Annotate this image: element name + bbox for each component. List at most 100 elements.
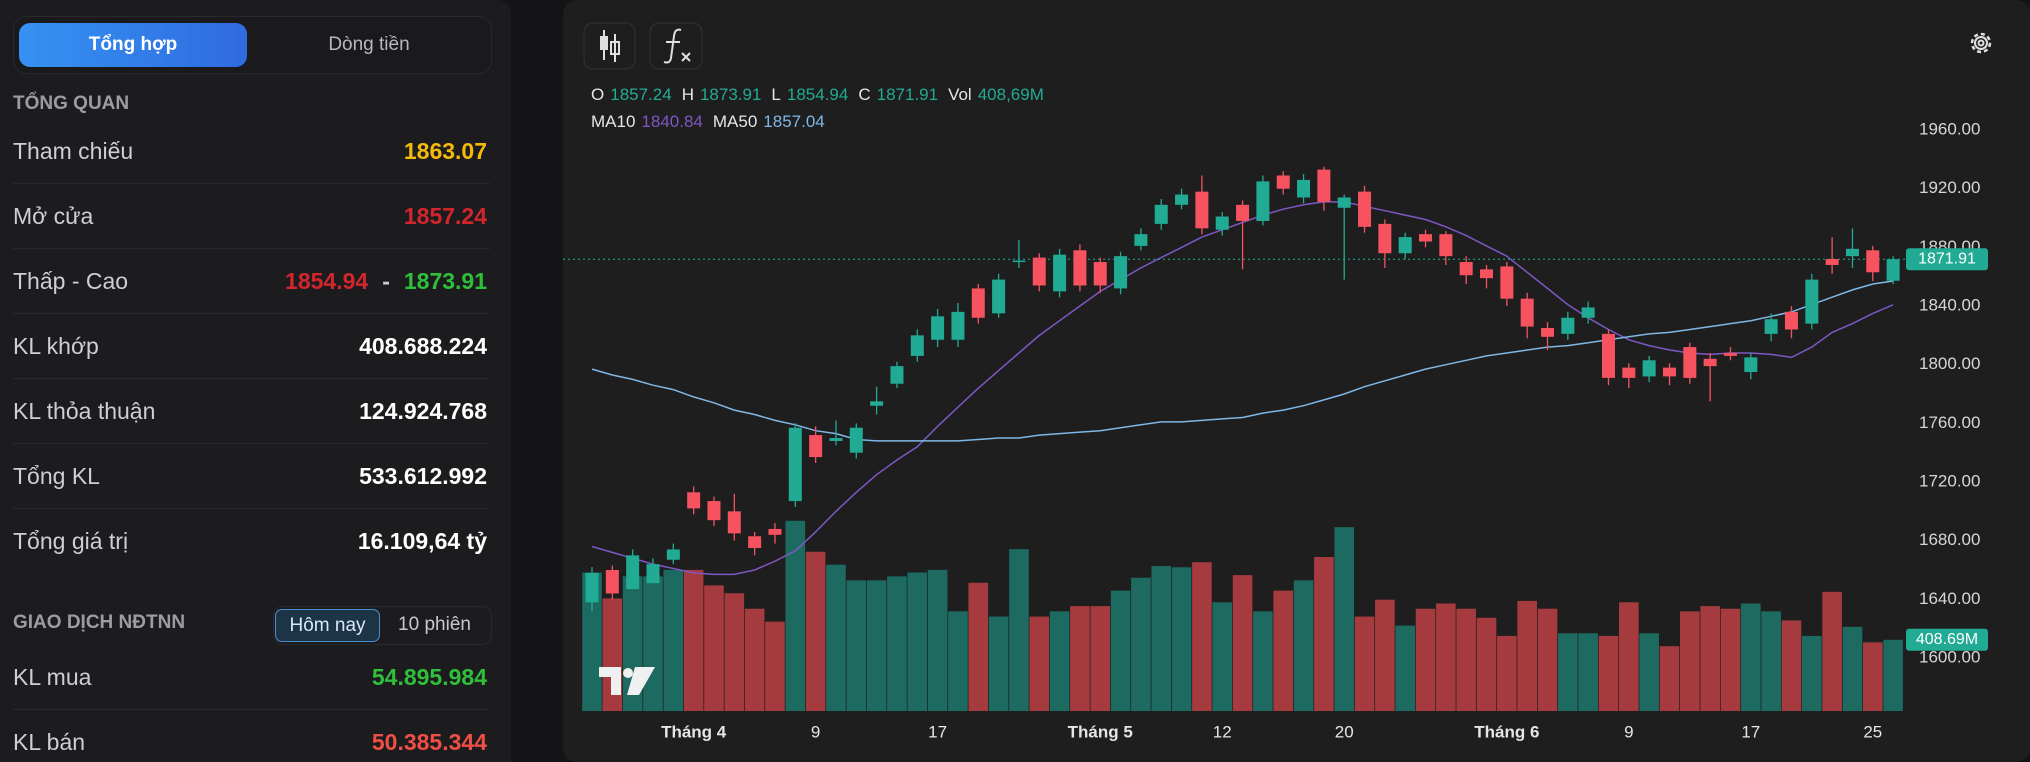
candle-body [1398,237,1412,254]
candle-body [1215,216,1229,230]
badge-text: 408.69M [1916,631,1978,648]
candle-body [1581,307,1595,318]
volume-bar [1375,599,1395,711]
tv-logo [599,667,655,695]
legend-key: MA10 [591,112,636,131]
info-row: KL thỏa thuận 124.924.768 [13,391,487,431]
ma-line [591,280,1894,442]
volume-bar [1517,600,1537,711]
volume-bar [1578,633,1598,711]
candle-body [1419,234,1433,242]
legend-key: L [771,85,781,104]
volume-bar [1171,567,1192,711]
candle-body [707,501,721,521]
volume-bar [1354,616,1375,711]
high-value: 1873.91 [403,267,487,294]
legend-value: 1857.04 [763,112,825,131]
info-row: Tham chiếu 1863.07 [13,131,487,171]
y-tick-label: 1760.00 [1919,413,1980,432]
volume-bar [1476,617,1497,711]
row-label: KL mua [13,663,92,690]
row-divider [13,709,490,710]
candle-body [1622,367,1636,378]
volume-bar [1598,635,1619,711]
legend-value: 1840.84 [641,112,703,131]
row-divider [13,248,490,249]
row-label: KL thỏa thuận [13,397,156,424]
row-divider [13,508,490,509]
legend-value: 1871.91 [876,85,939,104]
volume-bar [704,585,724,711]
volume-bar [663,569,684,711]
separator: - [382,267,390,294]
candle-body [1723,352,1737,356]
volume-bar [1761,611,1781,711]
candle-body [1012,260,1026,263]
candle-tool[interactable] [583,22,636,70]
candle-body [1236,204,1250,221]
row-value: 124.924.768 [359,397,487,424]
tab[interactable]: Dòng tiền [328,34,410,55]
candle-body [1297,179,1311,198]
candle-body [910,335,924,356]
tab-active[interactable]: Tổng hợp [19,23,247,67]
row-divider [13,183,490,184]
ohlc-legend: O 1857.24 H 1873.91 L 1854.94 C 1871.91 Vol 408,6… [591,85,1044,105]
volume-bar [1131,577,1151,711]
volume-bar [1822,591,1842,711]
volume-bar [907,572,928,711]
info-row: Mở cửa 1857.24 [13,196,487,236]
indicator-tool[interactable] [649,22,703,70]
chart: 1600.00 1640.00 1680.00 1720.00 1760.00 1800.… [563,0,2030,762]
x-tick-label: 9 [811,722,820,741]
volume-bar [805,551,826,711]
volume-bar [1802,635,1822,711]
candle-body [1683,347,1697,378]
volume-bar [1415,608,1436,711]
settings[interactable] [1970,32,1992,54]
candle-body [687,492,701,509]
candle-body [1459,262,1473,276]
candle-body [768,528,782,535]
volume-bar [1212,602,1233,711]
badge-bg [1906,248,1988,271]
y-tick-label: 1600.00 [1919,647,1980,666]
candle-body [890,366,904,384]
candle-body [1358,191,1372,227]
volume-bar [643,576,663,711]
candle-body [1825,259,1839,265]
badge-bg [1906,628,1988,651]
candle-body [1093,262,1107,286]
candle-body [727,511,741,534]
volume-bar [744,608,765,711]
x-tick-label: 25 [1863,722,1882,741]
candle-body [971,288,985,318]
candle-body [809,435,823,458]
tab[interactable]: 10 phiên [398,614,471,635]
row-label: Mở cửa [13,202,94,229]
badge-text: 1871.91 [1918,250,1976,267]
candle-body [1154,204,1168,224]
volume-bar [582,572,602,711]
y-tick-label: 1840.00 [1919,296,1980,315]
volume-bar [765,621,785,711]
volume-bar [1537,608,1558,711]
x-tick-label: 20 [1335,722,1354,741]
legend-key: C [858,85,871,104]
volume-badge: 408.69M [1906,628,1988,651]
volume-bar [1232,575,1253,711]
legend-value: 1854.94 [786,85,849,104]
row-label: Thấp - Cao [13,267,129,294]
tab-active[interactable]: Hôm nay [275,609,380,642]
candle-body [585,572,599,603]
candle-body [1134,234,1148,246]
y-tick-label: 1960.00 [1919,120,1980,139]
candle-body [1866,250,1880,273]
volume-bar [1293,580,1314,711]
candle-body [1073,250,1087,286]
candle-body [951,311,965,340]
volume-bar [1680,611,1700,711]
row-divider [13,443,490,444]
row-value: 54.895.984 [371,663,487,690]
info-row: KL khớp 408.688.224 [13,326,487,366]
